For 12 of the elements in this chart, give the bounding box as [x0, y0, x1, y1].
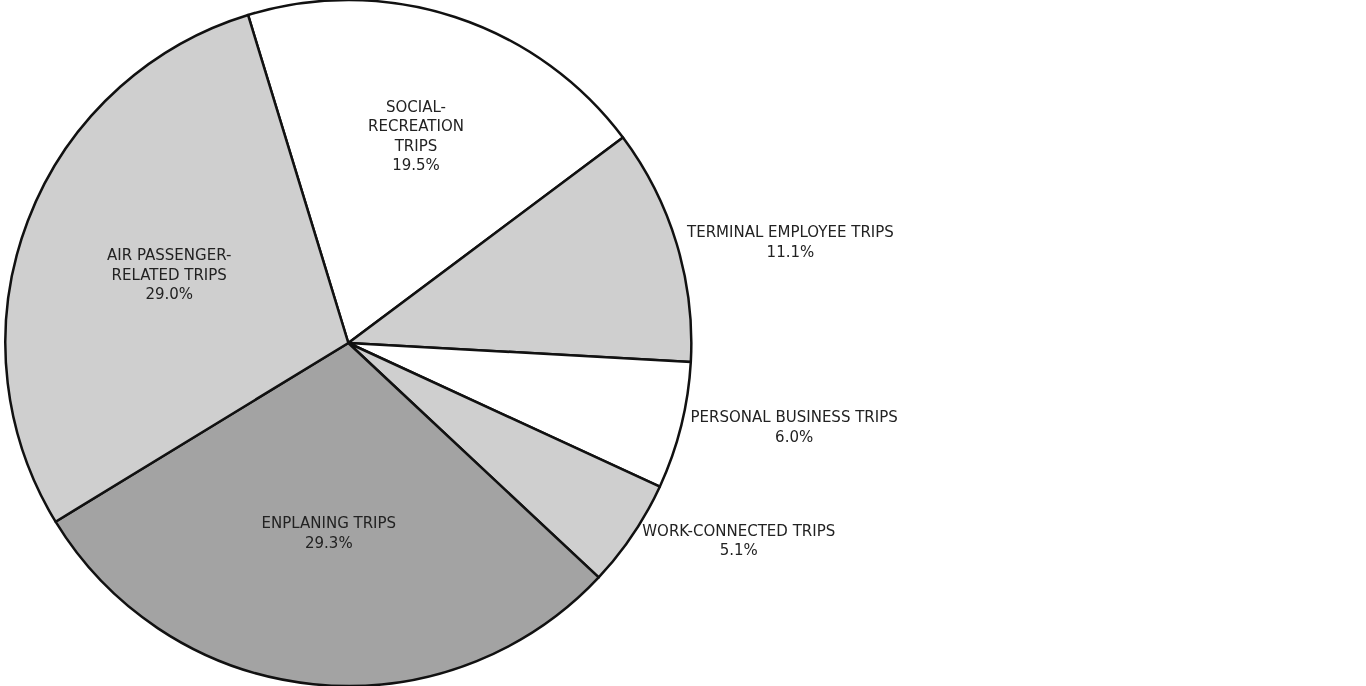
data-label: 29.0% [145, 285, 194, 304]
data-label: 5.1% [719, 541, 758, 560]
slice-label: ENPLANING TRIPS [261, 514, 397, 533]
data-label: 11.1% [766, 242, 815, 261]
slice-label: WORK-CONNECTED TRIPS [642, 521, 836, 540]
slice-label: SOCIAL-RECREATION TRIPS [368, 97, 464, 155]
data-label: 19.5% [392, 156, 440, 175]
slice-label: PERSONAL BUSINESS TRIPS [690, 408, 898, 427]
data-label: 29.3% [305, 533, 353, 552]
data-label: 6.0% [775, 427, 814, 446]
slice-label: AIR PASSENGER-RELATED TRIPS [107, 246, 232, 284]
slice-label: TERMINAL EMPLOYEE TRIPS [686, 223, 894, 242]
